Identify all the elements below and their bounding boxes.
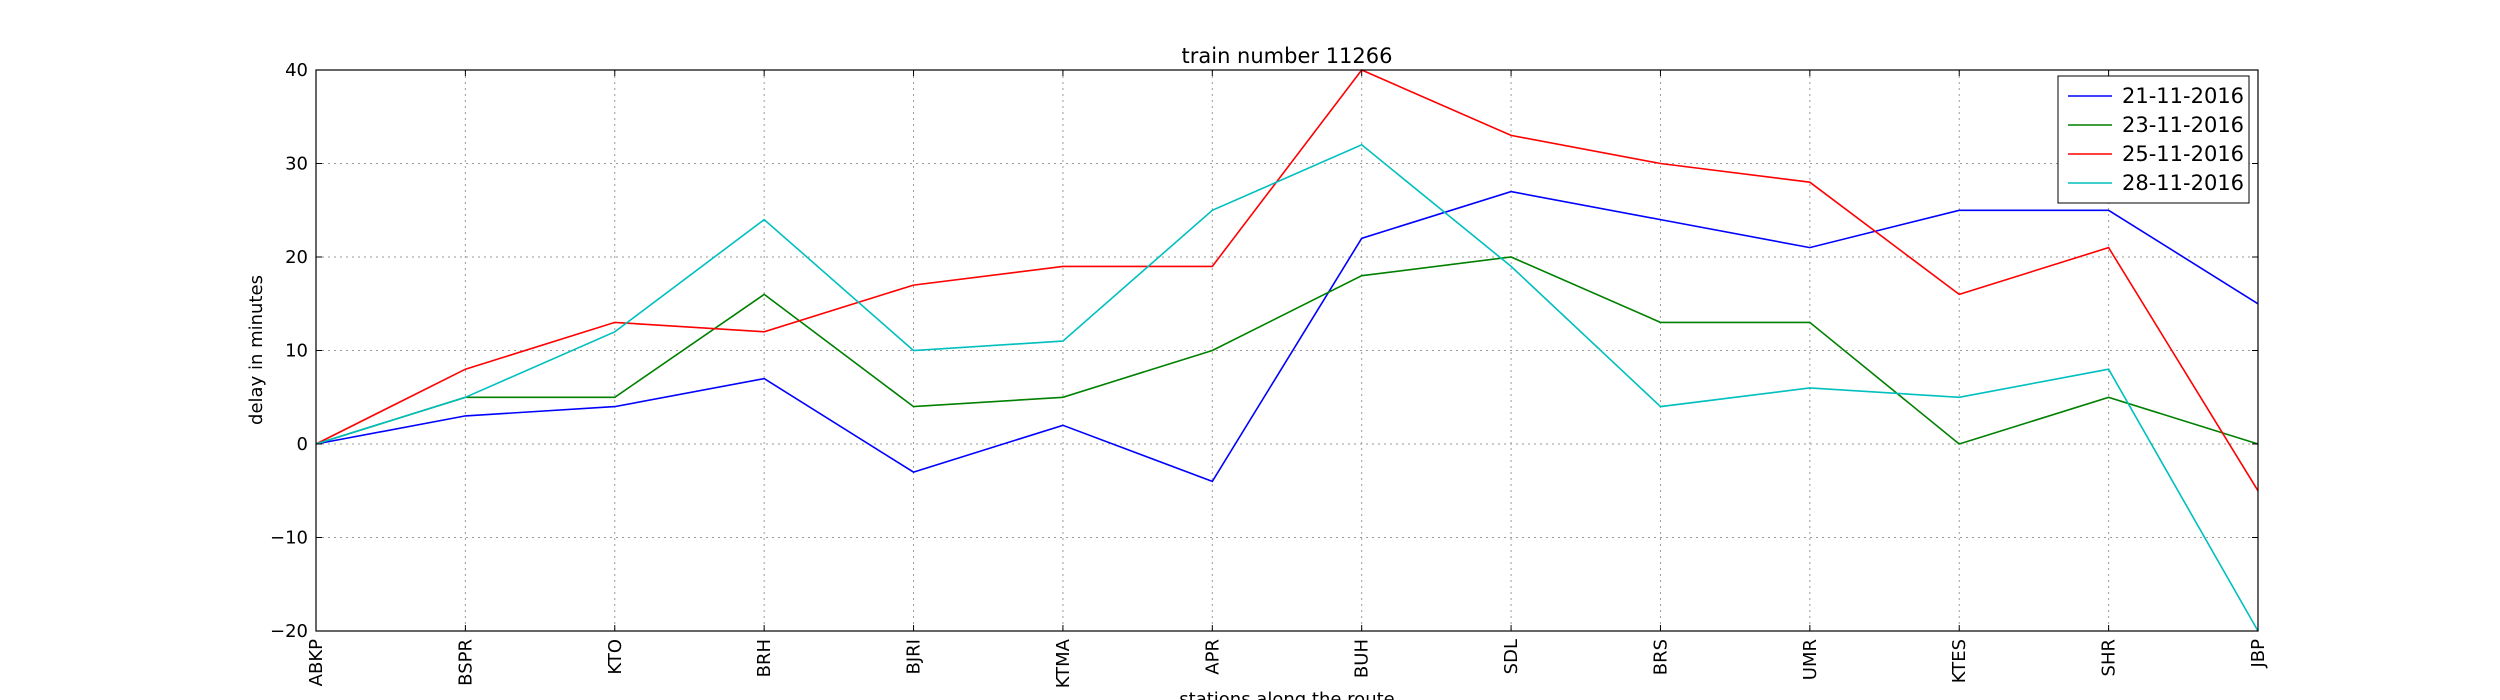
y-tick-label: 10 xyxy=(285,341,308,362)
series-line-3 xyxy=(315,69,2259,492)
y-tick-label: 20 xyxy=(285,247,308,268)
x-axis-label: stations along the route xyxy=(1179,689,1394,700)
x-tick-label: BUH xyxy=(1352,639,1373,678)
x-tick-label: BRH xyxy=(754,639,775,677)
legend: 21-11-2016 23-11-2016 25-11-2016 28-11-2016 xyxy=(2057,75,2250,204)
x-tick-label: KTMA xyxy=(1053,638,1074,688)
y-tick-label: −10 xyxy=(270,528,308,549)
y-tick-label: 30 xyxy=(285,154,308,175)
series-line-2 xyxy=(315,256,2259,445)
x-tick-label: SDL xyxy=(1501,639,1522,674)
grid-layer xyxy=(315,69,2259,632)
x-tick-label: BJRI xyxy=(904,639,925,674)
x-tick-label: KTO xyxy=(605,639,626,675)
x-tick-label: SHR xyxy=(2099,639,2120,676)
x-tick-label: BRS xyxy=(1650,639,1671,675)
x-tick-label: JBP xyxy=(2248,639,2269,669)
legend-box xyxy=(2057,75,2250,204)
legend-label: 28-11-2016 xyxy=(2122,171,2244,195)
x-ticks: ABKP BSPR KTO BRH BJRI KTMA APR BUH SDL BRS UMR KTE… xyxy=(306,70,2269,688)
legend-label: 23-11-2016 xyxy=(2122,113,2244,137)
x-tick-label: KTES xyxy=(1949,639,1970,683)
x-tick-label: ABKP xyxy=(306,639,327,686)
series-layer xyxy=(315,69,2259,632)
y-axis-label: delay in minutes xyxy=(246,275,267,425)
legend-label: 25-11-2016 xyxy=(2122,142,2244,166)
chart-title: train number 11266 xyxy=(1182,44,1393,68)
x-tick-label: BSPR xyxy=(455,639,476,686)
series-line-1 xyxy=(315,190,2259,483)
legend-label: 21-11-2016 xyxy=(2122,84,2244,108)
y-ticks: −20 −10 0 10 20 30 40 xyxy=(270,60,2258,642)
series-line-4 xyxy=(315,143,2259,632)
y-tick-label: 40 xyxy=(285,60,308,81)
x-tick-label: APR xyxy=(1202,639,1223,675)
x-tick-label: UMR xyxy=(1800,639,1821,680)
y-tick-label: −20 xyxy=(270,621,308,642)
y-tick-label: 0 xyxy=(297,434,308,455)
